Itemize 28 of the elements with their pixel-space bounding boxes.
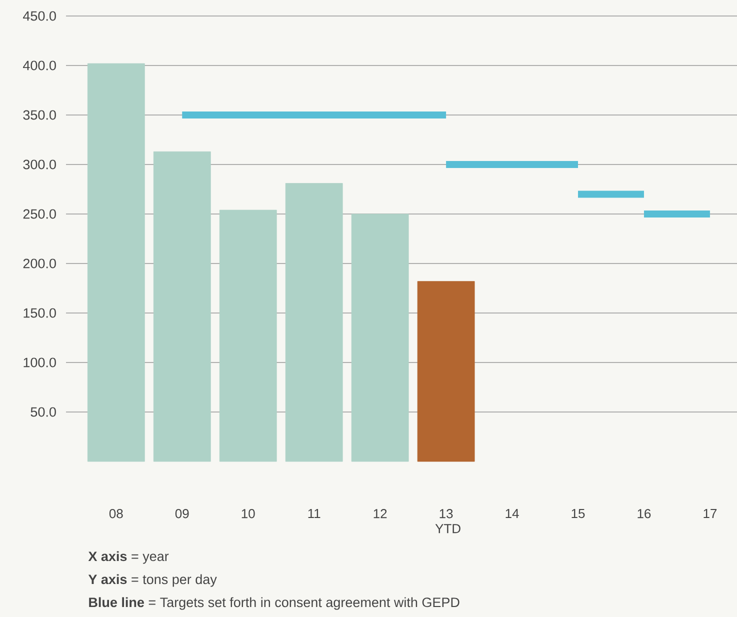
x-tick-label: 14 bbox=[506, 509, 519, 518]
x-tick-label: 13 YTD bbox=[435, 509, 460, 534]
y-tick-label: 150.0 bbox=[24, 308, 56, 318]
y-tick-label: 250.0 bbox=[23, 209, 56, 219]
bar bbox=[153, 151, 211, 462]
x-tick-label: 16 bbox=[638, 509, 651, 518]
x-tick-label: 17 bbox=[704, 509, 717, 518]
y-tick-label: 50.0 bbox=[30, 407, 56, 417]
y-tick-label: 400.0 bbox=[23, 60, 56, 70]
x-tick-label: 11 bbox=[308, 509, 320, 518]
text: Blue line = Targets set forth in consent agreement with GEPD bbox=[89, 597, 460, 610]
y-tick-label: 350.0 bbox=[23, 110, 56, 120]
x-tick-label: 12 bbox=[374, 509, 387, 518]
bar bbox=[351, 214, 409, 462]
x-tick-label: 08 bbox=[109, 509, 123, 518]
y-tick-label: 300.0 bbox=[23, 160, 56, 170]
y-tick-label: 200.0 bbox=[23, 258, 56, 268]
bar bbox=[285, 183, 343, 462]
y-tick-label: 100.0 bbox=[24, 358, 56, 368]
text: Y axis = tons per day bbox=[88, 574, 217, 587]
bar bbox=[417, 281, 475, 462]
text: X axis = year bbox=[88, 551, 169, 564]
x-tick-label: 09 bbox=[175, 509, 189, 518]
x-tick-label: 15 bbox=[572, 509, 585, 518]
y-tick-label: 450.0 bbox=[23, 11, 56, 21]
bar bbox=[87, 63, 145, 462]
x-tick-label: 10 bbox=[242, 509, 255, 518]
bar bbox=[219, 210, 277, 462]
